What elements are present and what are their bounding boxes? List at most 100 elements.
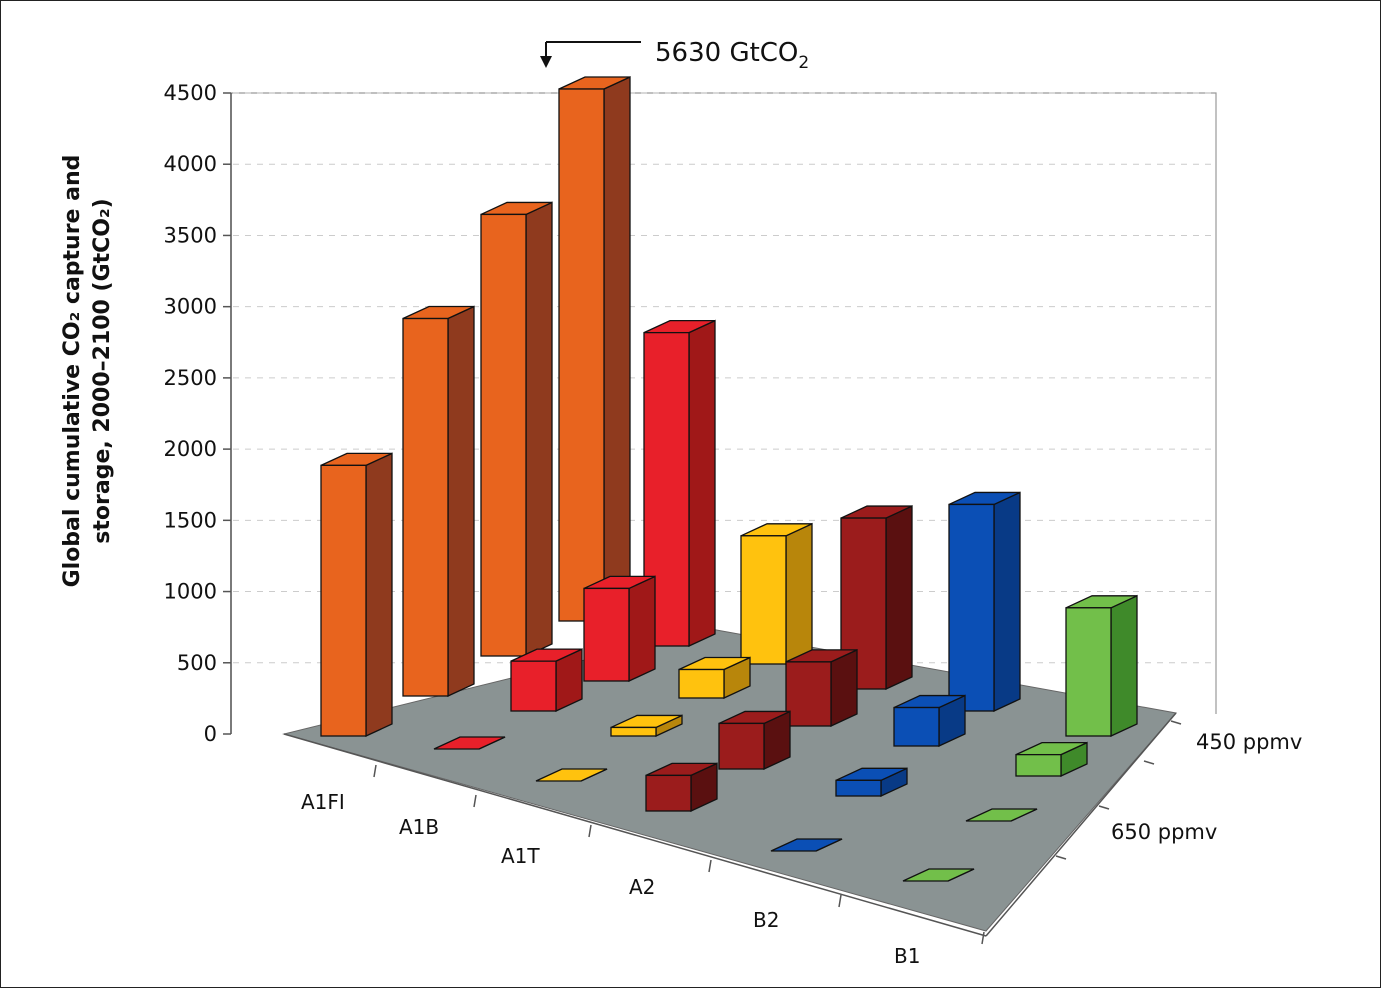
y-axis-label: Global cumulative CO₂ capture and storag… <box>60 155 115 588</box>
depth-tick-mark <box>1170 720 1182 725</box>
bar-a1t-2 <box>610 714 683 738</box>
bar-a2-3-front <box>645 774 692 812</box>
category-label-b1: B1 <box>894 944 920 968</box>
bar-b2-1-front <box>893 706 940 747</box>
category-label-a1b: A1B <box>399 815 439 839</box>
category-label-a1t: A1T <box>501 844 540 868</box>
bar-a1fi-0-front <box>558 88 605 622</box>
bar-a1b-1-side <box>628 575 656 683</box>
y-tick-label: 4000 <box>164 152 217 176</box>
bar-b1-0-front <box>1065 607 1112 737</box>
bar-a1b-2-front <box>510 660 557 712</box>
category-label-a2: A2 <box>629 875 655 899</box>
category-label-a1fi: A1FI <box>301 790 345 814</box>
bar-b2-0 <box>948 491 1021 713</box>
bar-a2-1 <box>785 648 858 728</box>
bar-a2-3 <box>645 762 718 813</box>
x-tick-mark <box>981 931 985 945</box>
bar-a1fi-2 <box>402 305 475 698</box>
bar-a1t-0-front <box>740 535 787 665</box>
y-tick-label: 1000 <box>164 580 217 604</box>
annotation-subscript: 2 <box>798 53 809 73</box>
y-tick-label: 2500 <box>164 366 217 390</box>
depth-tick-mark <box>1143 760 1155 765</box>
series-a2 <box>645 505 913 813</box>
y-axis-label-line-1: Global cumulative CO₂ capture and <box>60 155 85 588</box>
series-b2 <box>770 491 1021 852</box>
bar-a2-2 <box>718 710 791 771</box>
bar-a1b-1-front <box>583 587 630 682</box>
bar-a1t-3 <box>535 768 608 782</box>
bar-a1b-3-top <box>433 736 506 750</box>
depth-axis-line <box>985 712 1177 937</box>
bar-b2-2 <box>835 767 908 798</box>
y-tick-label: 500 <box>177 651 217 675</box>
depth-label-0: 450 ppmv <box>1196 730 1302 754</box>
bar-a2-0-front <box>840 517 887 690</box>
x-axis-line <box>283 733 987 937</box>
y-tick-label: 3000 <box>164 295 217 319</box>
bar-a2-0-side <box>885 505 913 691</box>
bar-a1fi-2-front <box>402 317 449 697</box>
bar-a2-1-side <box>830 648 858 728</box>
bar-a1b-2 <box>510 648 583 713</box>
bar-a1t-1-front <box>678 668 725 699</box>
series-a1t <box>535 522 813 782</box>
bar-a1b-0-side <box>688 319 716 648</box>
bar-a1fi-1 <box>480 201 553 658</box>
depth-tick-mark <box>1055 855 1067 860</box>
bar-a2-1-front <box>785 661 832 727</box>
bar-b1-3 <box>902 868 975 882</box>
bar-a1t-2-front <box>610 726 657 737</box>
bar-b1-0 <box>1065 594 1138 738</box>
bar-b2-0-side <box>993 491 1021 713</box>
axes-group: 0 500 1000 1500 2000 2500 3000 3500 4000 4500 A1FI… <box>164 81 1303 968</box>
bar-b1-3-top <box>902 868 975 882</box>
bar-a1t-3-top <box>535 768 608 782</box>
bar-a1b-0 <box>643 319 716 648</box>
y-tick-label: 4500 <box>164 81 217 105</box>
bar-a1b-3 <box>433 736 506 750</box>
bar-a2-0 <box>840 505 913 691</box>
bar-b2-2-front <box>835 779 882 797</box>
bar-a1fi-3-front <box>320 464 367 737</box>
x-tick-mark <box>373 764 377 778</box>
bar-a1fi-0 <box>558 75 631 623</box>
series-b1 <box>902 594 1138 882</box>
grid-lines <box>233 92 1216 664</box>
category-label-b2: B2 <box>753 908 779 932</box>
bar-a1fi-2-side <box>447 305 475 698</box>
bar-a1fi-1-front <box>480 213 527 657</box>
bar-a1fi-3-side <box>365 452 393 738</box>
bar-a1t-0-side <box>785 522 813 666</box>
bar-b2-0-front <box>948 503 995 712</box>
depth-label-1: 650 ppmv <box>1111 820 1217 844</box>
x-tick-mark <box>473 794 477 808</box>
bar-b1-1-front <box>1015 753 1062 777</box>
bars-group <box>320 75 1138 882</box>
x-tick-mark <box>588 824 592 838</box>
bar-a1t-1 <box>678 656 751 700</box>
bar-b2-1 <box>893 694 966 748</box>
bar-b1-0-side <box>1110 594 1138 738</box>
bar-a1fi-3 <box>320 452 393 738</box>
off-scale-annotation: 5630 GtCO2 <box>540 38 809 73</box>
bar-b1-2 <box>965 808 1038 822</box>
bar-b1-1 <box>1015 741 1088 778</box>
series-a1fi <box>320 75 631 738</box>
y-tick-label: 0 <box>204 722 217 746</box>
y-axis-label-line-2: storage, 2000–2100 (GtCO₂) <box>90 198 115 543</box>
bar-a1t-0 <box>740 522 813 666</box>
y-tick-label: 3500 <box>164 223 217 247</box>
x-tick-mark <box>708 859 712 873</box>
annotation-text: 5630 GtCO2 <box>655 38 809 73</box>
depth-tick-mark <box>1098 805 1110 810</box>
bar-a1fi-0-side <box>603 75 631 623</box>
y-tick-label: 1500 <box>164 508 217 532</box>
bar-b2-3-top <box>770 838 843 852</box>
y-tick-label: 2000 <box>164 437 217 461</box>
annotation-arrow-head <box>540 56 552 68</box>
series-a1b <box>433 319 716 750</box>
bar-b1-2-top <box>965 808 1038 822</box>
